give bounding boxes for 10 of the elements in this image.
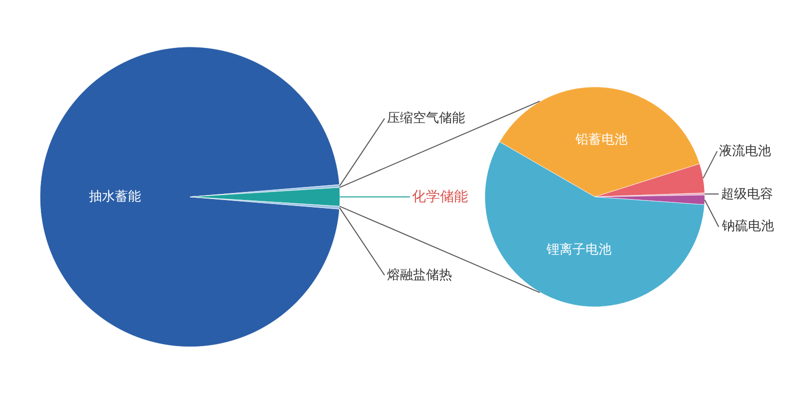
slice-label: 抽水蓄能 — [89, 189, 142, 204]
slice-label: 锂离子电池 — [546, 241, 612, 258]
slice-label: 熔融盐储热 — [387, 268, 452, 283]
slice-label: 压缩空气储能 — [387, 111, 465, 126]
slice-label: 超级电容 — [721, 186, 773, 202]
slice-label: 铅蓄电池 — [574, 132, 628, 148]
slice-label: 化学储能 — [412, 189, 468, 205]
pie-slice — [40, 46, 340, 347]
slice-label: 液流电池 — [719, 143, 771, 159]
slice-label: 钠硫电池 — [721, 219, 774, 234]
